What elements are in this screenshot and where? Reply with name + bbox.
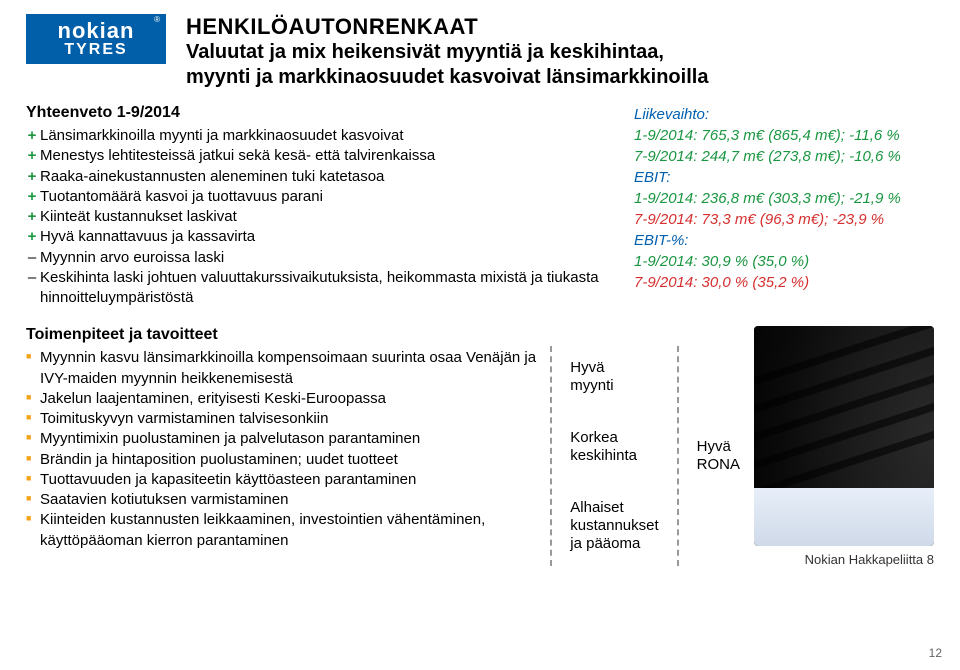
kpi-ebit-label: EBIT:	[634, 167, 934, 188]
driver-price: Korkea keskihinta	[570, 429, 658, 465]
kpi-ebitpct-label: EBIT-%:	[634, 230, 934, 251]
slide-subtitle-line1: Valuutat ja mix heikensivät myyntiä ja k…	[186, 40, 934, 65]
tire-caption: Nokian Hakkapeliitta 8	[754, 552, 934, 567]
summary-item: +Länsimarkkinoilla myynti ja markkinaosu…	[26, 126, 620, 146]
summary-item: +Kiinteät kustannukset laskivat	[26, 207, 620, 227]
registered-mark: ®	[154, 16, 160, 24]
driver-line: keskihinta	[570, 447, 658, 465]
summary-text: Raaka-ainekustannusten aleneminen tuki k…	[40, 168, 384, 185]
driver-line: Korkea	[570, 429, 658, 447]
driver-line: Hyvä	[697, 438, 740, 456]
summary-item: +Tuotantomäärä kasvoi ja tuottavuus para…	[26, 187, 620, 207]
snow-ground	[754, 488, 934, 546]
summary-text: Myynnin arvo euroissa laski	[40, 249, 224, 266]
objectives-title: Toimenpiteet ja tavoitteet	[26, 326, 536, 344]
dashed-divider	[677, 346, 679, 566]
summary-text: Menestys lehtitesteissä jatkui sekä kesä…	[40, 147, 435, 164]
kpi-liikevaihto-label: Liikevaihto:	[634, 104, 934, 125]
summary-text: Keskihinta laski johtuen valuuttakurssiv…	[40, 269, 599, 306]
objectives-column: Toimenpiteet ja tavoitteet Myynnin kasvu…	[26, 326, 536, 567]
summary-list: +Länsimarkkinoilla myynti ja markkinaosu…	[26, 126, 620, 308]
plus-icon: +	[26, 167, 38, 187]
driver-line: kustannukset	[570, 517, 658, 535]
objective-item: Toimituskyvyn varmistaminen talvisesonki…	[26, 409, 536, 429]
plus-icon: +	[26, 227, 38, 247]
summary-text: Kiinteät kustannukset laskivat	[40, 208, 237, 225]
top-two-column: Yhteenveto 1-9/2014 +Länsimarkkinoilla m…	[26, 104, 934, 308]
slide-title: HENKILÖAUTONRENKAAT	[186, 14, 934, 40]
brand-logo: ® nokian TYRES	[26, 14, 166, 64]
tire-image	[754, 326, 934, 546]
value-drivers: Hyvä myynti Korkea keskihinta Alhaiset k…	[550, 326, 740, 567]
plus-icon: +	[26, 146, 38, 166]
bottom-row: Toimenpiteet ja tavoitteet Myynnin kasvu…	[26, 326, 934, 567]
plus-icon: +	[26, 187, 38, 207]
page-number: 12	[929, 646, 942, 660]
kpi-row: 7-9/2014: 244,7 m€ (273,8 m€); -10,6 %	[634, 146, 934, 167]
kpi-block: Liikevaihto: 1-9/2014: 765,3 m€ (865,4 m…	[634, 104, 934, 308]
driver-line: Hyvä	[570, 359, 658, 377]
objective-item: Saatavien kotiutuksen varmistaminen	[26, 490, 536, 510]
summary-text: Hyvä kannattavuus ja kassavirta	[40, 228, 255, 245]
slide-subtitle-line2: myynti ja markkinaosuudet kasvoivat läns…	[186, 65, 934, 90]
minus-icon: –	[26, 248, 38, 268]
kpi-row: 1-9/2014: 236,8 m€ (303,3 m€); -21,9 %	[634, 188, 934, 209]
kpi-row: 7-9/2014: 30,0 % (35,2 %)	[634, 272, 934, 293]
driver-rona: Hyvä RONA	[697, 438, 740, 474]
minus-icon: –	[26, 268, 38, 288]
dashed-divider	[550, 346, 552, 566]
summary-title: Yhteenveto 1-9/2014	[26, 104, 620, 122]
brand-sub: TYRES	[64, 42, 127, 59]
summary-item: +Menestys lehtitesteissä jatkui sekä kes…	[26, 146, 620, 166]
objective-item: Myynnin kasvu länsimarkkinoilla kompenso…	[26, 348, 536, 389]
kpi-row: 1-9/2014: 765,3 m€ (865,4 m€); -11,6 %	[634, 125, 934, 146]
summary-item: +Hyvä kannattavuus ja kassavirta	[26, 227, 620, 247]
brand-name: nokian	[58, 19, 135, 42]
driver-stack: Hyvä myynti Korkea keskihinta Alhaiset k…	[570, 359, 658, 553]
kpi-row: 7-9/2014: 73,3 m€ (96,3 m€); -23,9 %	[634, 209, 934, 230]
summary-item: –Keskihinta laski johtuen valuuttakurssi…	[26, 268, 620, 309]
driver-line: RONA	[697, 456, 740, 474]
driver-costs: Alhaiset kustannukset ja pääoma	[570, 499, 658, 553]
driver-sales: Hyvä myynti	[570, 359, 658, 395]
plus-icon: +	[26, 207, 38, 227]
slide: ® nokian TYRES HENKILÖAUTONRENKAAT Valuu…	[0, 0, 960, 670]
objective-item: Brändin ja hintaposition puolustaminen; …	[26, 450, 536, 470]
summary-text: Tuotantomäärä kasvoi ja tuottavuus paran…	[40, 188, 323, 205]
objective-item: Tuottavuuden ja kapasiteetin käyttöastee…	[26, 470, 536, 490]
driver-line: Alhaiset	[570, 499, 658, 517]
objective-item: Jakelun laajentaminen, erityisesti Keski…	[26, 389, 536, 409]
objectives-list: Myynnin kasvu länsimarkkinoilla kompenso…	[26, 348, 536, 551]
summary-item: –Myynnin arvo euroissa laski	[26, 248, 620, 268]
plus-icon: +	[26, 126, 38, 146]
summary-column: Yhteenveto 1-9/2014 +Länsimarkkinoilla m…	[26, 104, 620, 308]
driver-line: myynti	[570, 377, 658, 395]
summary-item: +Raaka-ainekustannusten aleneminen tuki …	[26, 167, 620, 187]
kpi-row: 1-9/2014: 30,9 % (35,0 %)	[634, 251, 934, 272]
driver-line: ja pääoma	[570, 535, 658, 553]
summary-text: Länsimarkkinoilla myynti ja markkinaosuu…	[40, 127, 404, 144]
objective-item: Myyntimixin puolustaminen ja palvelutaso…	[26, 429, 536, 449]
objective-item: Kiinteiden kustannusten leikkaaminen, in…	[26, 510, 536, 551]
tire-image-column: Nokian Hakkapeliitta 8	[754, 326, 934, 567]
heading-block: HENKILÖAUTONRENKAAT Valuutat ja mix heik…	[186, 14, 934, 90]
